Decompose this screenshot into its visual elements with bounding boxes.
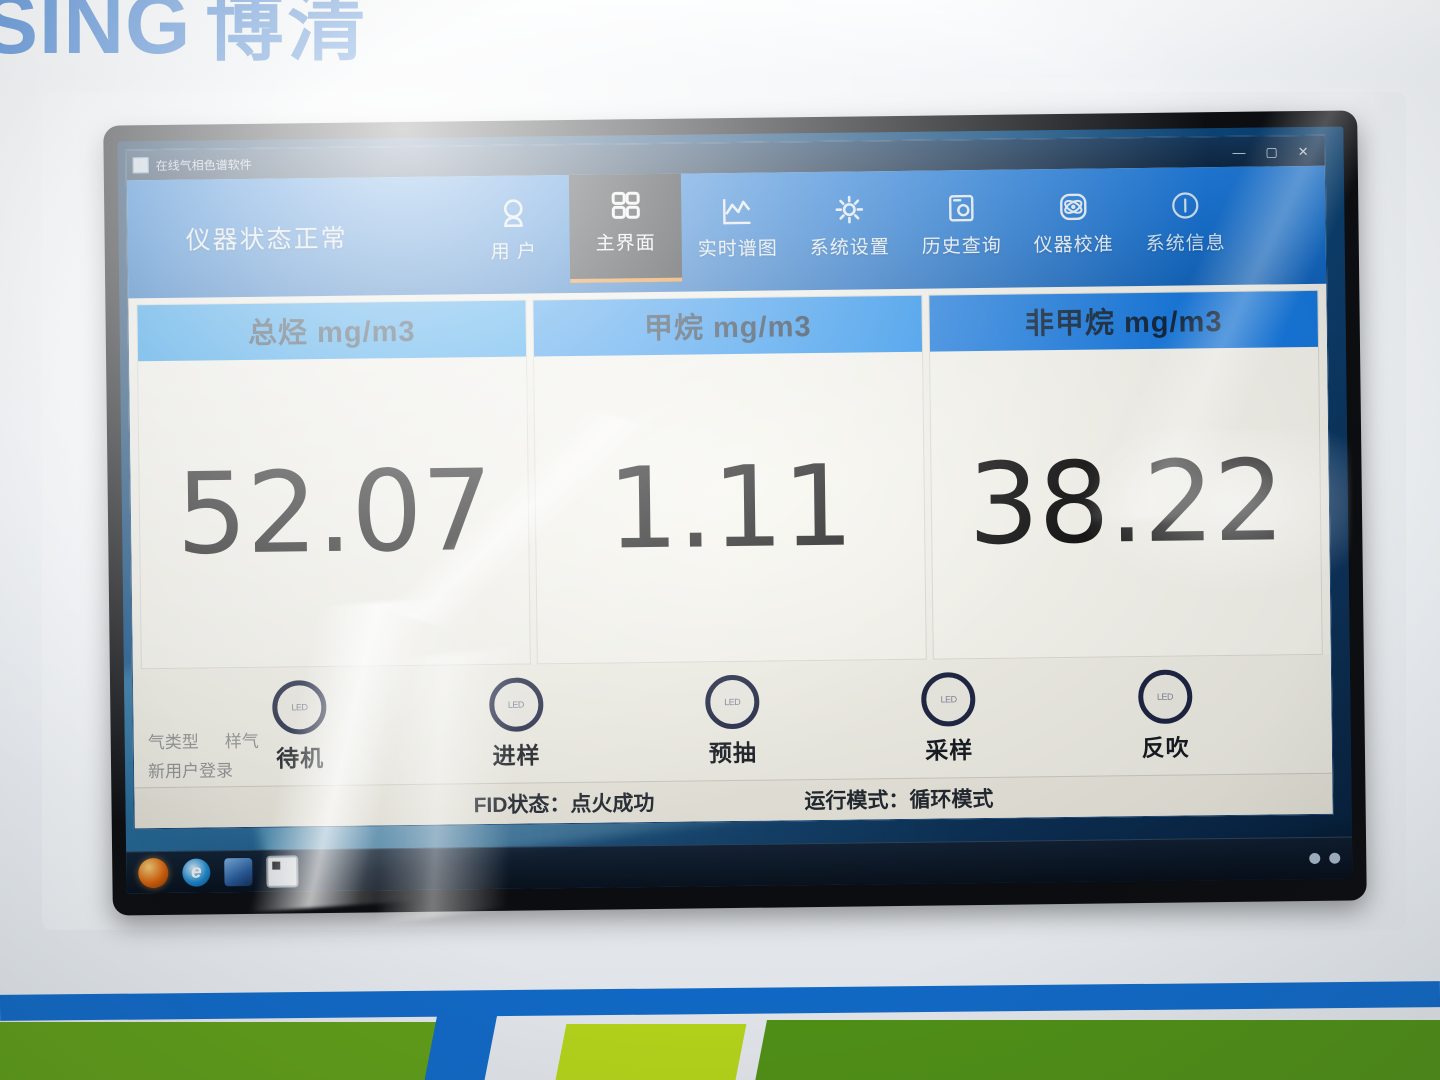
close-button[interactable]: ✕ [1297, 143, 1309, 159]
led-icon-pre-extraction: LED [704, 674, 760, 729]
nav-item-user[interactable]: 用 户 [457, 175, 570, 294]
instrument-status-area: 仪器状态正常 [127, 176, 458, 298]
measurement-card-methane: 甲烷 mg/m3 1.11 [532, 294, 927, 665]
info-icon [1168, 189, 1202, 221]
tray-network-icon[interactable] [1309, 852, 1321, 865]
chart-line-icon [720, 195, 754, 227]
led-icon-backflush: LED [1137, 668, 1193, 724]
nav-item-history-query-label: 历史查询 [921, 235, 1002, 258]
pinned-app-icon[interactable] [266, 854, 299, 888]
archive-icon [944, 192, 978, 224]
system-tray[interactable] [1309, 852, 1341, 865]
nav-item-realtime-chart-label: 实时谱图 [697, 238, 778, 261]
app-icon [132, 157, 149, 174]
nav-item-user-label: 用 户 [490, 241, 538, 263]
decor-green-right [753, 1020, 1440, 1080]
state-indicator-standby[interactable]: LED 待机 [272, 679, 327, 774]
user-icon [496, 197, 530, 229]
fid-status-text: FID状态：点火成功 [473, 792, 655, 818]
decor-blue-stripe [0, 981, 1440, 1021]
measurement-header-non-methane: 非甲烷 mg/m3 [929, 290, 1319, 352]
state-label-injection: 进样 [492, 741, 541, 769]
brand-logo: SING 博清 [0, 0, 369, 66]
brand-banner: SING 博清 [0, 0, 1440, 78]
nav-item-instrument-calibration[interactable]: 仪器校准 [1017, 168, 1130, 287]
measurement-header-methane: 甲烷 mg/m3 [533, 295, 923, 357]
nav-item-system-info-label: 系统信息 [1145, 232, 1226, 255]
gear-icon [832, 193, 866, 225]
calibration-icon [1056, 191, 1090, 223]
nav-item-realtime-chart[interactable]: 实时谱图 [681, 172, 794, 291]
main-navbar: 仪器状态正常 用 户 [126, 165, 1327, 299]
file-explorer-icon[interactable] [224, 857, 253, 886]
minimize-button[interactable]: — [1232, 144, 1246, 160]
decor-green-mid [553, 1024, 747, 1080]
nav-items: 用 户 主界面 [457, 166, 1326, 295]
start-orb-icon[interactable] [138, 857, 169, 888]
measurement-value-non-methane: 38.22 [967, 435, 1285, 570]
instrument-status-text: 仪器状态正常 [185, 224, 348, 255]
measurement-header-total-hydrocarbon: 总烃 mg/m3 [137, 300, 527, 362]
nav-item-history-query[interactable]: 历史查询 [905, 170, 1018, 289]
led-icon-injection: LED [488, 676, 544, 732]
measurement-row: 总烃 mg/m3 52.07 甲烷 mg/m3 1.11 非甲烷 mg/m3 3… [136, 289, 1323, 670]
measurement-value-total-hydrocarbon: 52.07 [175, 445, 493, 580]
application-window: 在线气相色谱软件 — ▢ ✕ 仪器状态正常 [125, 134, 1334, 830]
window-title: 在线气相色谱软件 [155, 157, 252, 173]
nav-item-system-settings-label: 系统设置 [809, 237, 890, 260]
measurement-card-total-hydrocarbon: 总烃 mg/m3 52.07 [136, 299, 531, 670]
state-label-pre-extraction: 预抽 [708, 739, 758, 766]
measurement-card-non-methane: 非甲烷 mg/m3 38.22 [928, 289, 1323, 660]
state-indicator-sampling[interactable]: LED 采样 [921, 671, 976, 766]
brand-latin-text: SING [0, 0, 192, 71]
state-label-sampling: 采样 [925, 736, 974, 764]
nav-item-instrument-calibration-label: 仪器校准 [1033, 234, 1114, 257]
state-label-backflush: 反吹 [1141, 733, 1190, 761]
nav-item-main-interface[interactable]: 主界面 [568, 173, 683, 283]
monitor-screen: 在线气相色谱软件 — ▢ ✕ 仪器状态正常 [117, 126, 1353, 894]
measurement-value-methane: 1.11 [606, 441, 854, 575]
maximize-button[interactable]: ▢ [1265, 143, 1278, 159]
decor-green-left [0, 1022, 457, 1080]
nav-item-system-settings[interactable]: 系统设置 [793, 171, 906, 290]
led-icon-sampling: LED [921, 671, 976, 727]
internet-explorer-icon[interactable] [182, 857, 211, 887]
measurement-area: 总烃 mg/m3 52.07 甲烷 mg/m3 1.11 非甲烷 mg/m3 3… [128, 283, 1331, 670]
state-indicator-injection[interactable]: LED 进样 [488, 676, 544, 771]
monitor-bezel: 在线气相色谱软件 — ▢ ✕ 仪器状态正常 [103, 110, 1367, 916]
nav-item-system-info[interactable]: 系统信息 [1129, 167, 1242, 286]
state-indicator-backflush[interactable]: LED 反吹 [1137, 668, 1193, 763]
nav-item-main-interface-label: 主界面 [595, 232, 656, 255]
brand-chinese-text: 博清 [205, 0, 370, 70]
run-mode-text: 运行模式：循环模式 [804, 787, 994, 814]
state-indicator-pre-extraction[interactable]: LED 预抽 [704, 674, 760, 768]
led-icon-standby: LED [272, 679, 327, 735]
grid-icon [608, 189, 642, 221]
state-label-standby: 待机 [275, 744, 325, 772]
tray-volume-icon[interactable] [1329, 852, 1341, 864]
state-indicator-strip: LED 待机 LED 进样 LED 预抽 LED 采样 [132, 654, 1333, 788]
window-controls[interactable]: — ▢ ✕ [1232, 143, 1318, 160]
